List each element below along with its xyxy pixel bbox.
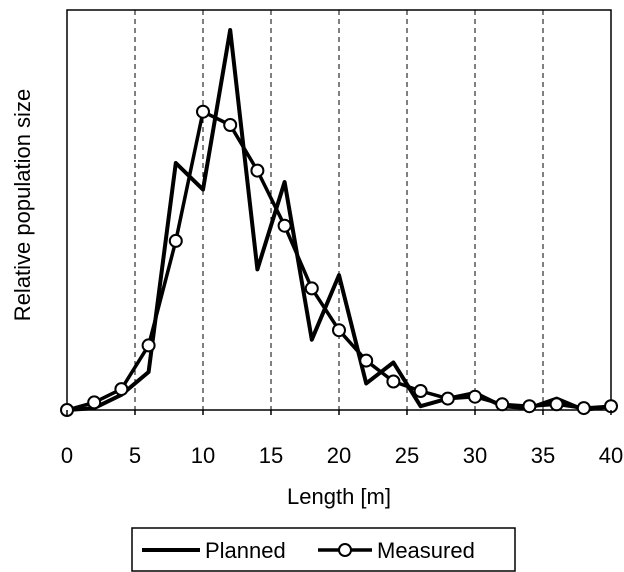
legend-marker-measured (338, 543, 352, 557)
data-point-measured-7 (250, 163, 265, 178)
data-point-measured-2 (114, 382, 129, 397)
data-point-measured-13 (413, 384, 428, 398)
data-point-measured-10 (332, 323, 346, 338)
data-point-measured-19 (576, 401, 591, 416)
x-tick-label-35: 35 (531, 443, 555, 468)
data-point-measured-11 (359, 353, 374, 368)
legend-label-measured: Measured (377, 538, 475, 563)
x-axis-ticks: 0 5 10 15 20 25 30 35 40 (61, 410, 623, 468)
data-point-measured-14 (440, 391, 455, 406)
data-point-measured-6 (223, 118, 238, 132)
data-point-measured-17 (522, 399, 537, 414)
data-point-measured-5 (196, 104, 210, 119)
legend: Planned Measured (131, 527, 516, 572)
data-point-measured-9 (304, 281, 319, 296)
data-point-measured-15 (468, 389, 482, 404)
grid-lines (134, 10, 544, 410)
x-tick-label-40: 40 (599, 443, 623, 468)
data-point-measured-4 (168, 233, 183, 248)
x-tick-label-20: 20 (327, 443, 351, 468)
x-tick-label-5: 5 (129, 443, 141, 468)
y-axis-label: Relative population size (10, 89, 35, 321)
legend-label-planned: Planned (205, 538, 286, 563)
data-point-measured-12 (386, 374, 401, 389)
data-point-measured-18 (549, 397, 564, 412)
data-point-measured-8 (277, 218, 292, 233)
series-layer (60, 28, 618, 417)
x-tick-label-0: 0 (61, 443, 73, 468)
data-point-measured-1 (87, 395, 102, 410)
data-point-measured-16 (495, 397, 510, 412)
x-tick-label-10: 10 (191, 443, 215, 468)
x-tick-label-30: 30 (463, 443, 487, 468)
x-tick-label-25: 25 (395, 443, 419, 468)
x-tick-label-15: 15 (259, 443, 283, 468)
x-axis-label: Length [m] (287, 484, 391, 509)
data-point-measured-3 (141, 338, 156, 353)
series-line-planned (66, 28, 612, 412)
